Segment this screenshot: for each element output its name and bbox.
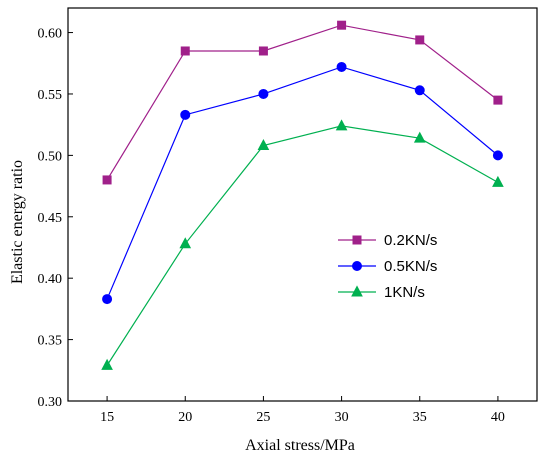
legend-marker [351, 285, 363, 297]
x-tick-label: 15 [100, 410, 114, 425]
y-tick-label: 0.60 [38, 27, 63, 42]
x-tick-label: 25 [256, 410, 270, 425]
data-point [492, 150, 503, 161]
legend-item: 0.2KN/s [338, 232, 437, 249]
plot-frame [67, 7, 538, 402]
data-point [258, 46, 268, 56]
data-point [337, 20, 347, 30]
series-2 [102, 61, 503, 305]
x-tick-label: 35 [413, 410, 427, 425]
y-tick-label: 0.45 [38, 211, 63, 226]
series-layer [101, 20, 504, 370]
x-tick-label: 30 [335, 410, 349, 425]
plot-border [67, 7, 538, 402]
y-tick-label: 0.35 [38, 334, 63, 349]
legend-item: 1KN/s [338, 284, 425, 301]
x-tick-label: 20 [178, 410, 192, 425]
data-point [258, 88, 269, 99]
legend-label: 0.5KN/s [384, 258, 437, 275]
data-point [413, 131, 426, 143]
y-axis-title: Elastic energy ratio [9, 160, 26, 284]
legend-label: 0.2KN/s [384, 232, 437, 249]
x-tick-label: 40 [491, 410, 505, 425]
y-tick-label: 0.30 [38, 395, 63, 410]
series-line [106, 125, 499, 366]
y-tick-label: 0.50 [38, 149, 63, 164]
data-point [180, 109, 191, 120]
legend-marker [352, 235, 362, 245]
data-point [415, 35, 425, 45]
data-point [336, 61, 347, 72]
data-point [179, 237, 192, 249]
data-point [414, 85, 425, 96]
data-point [335, 119, 348, 131]
data-point [493, 95, 503, 105]
legend-label: 1KN/s [384, 284, 425, 301]
data-point [102, 175, 112, 185]
y-tick-label: 0.40 [38, 272, 63, 287]
y-axis: 0.30 0.35 0.40 0.45 0.50 0.55 0.60 [38, 27, 73, 410]
series-3 [101, 119, 504, 370]
legend: 0.2KN/s 0.5KN/s 1KN/s [338, 232, 437, 301]
x-axis: 15 20 25 30 35 40 [100, 396, 505, 425]
legend-item: 0.5KN/s [338, 258, 437, 275]
x-axis-title: Axial stress/MPa [245, 437, 355, 454]
y-tick-label: 0.55 [38, 88, 63, 103]
data-point [101, 358, 113, 370]
legend-marker [352, 261, 362, 271]
data-point [492, 175, 504, 187]
data-point [180, 46, 190, 56]
series-line [106, 66, 499, 300]
data-point [102, 294, 113, 305]
series-line [106, 24, 499, 181]
data-point [257, 138, 270, 151]
series-1 [102, 20, 503, 185]
